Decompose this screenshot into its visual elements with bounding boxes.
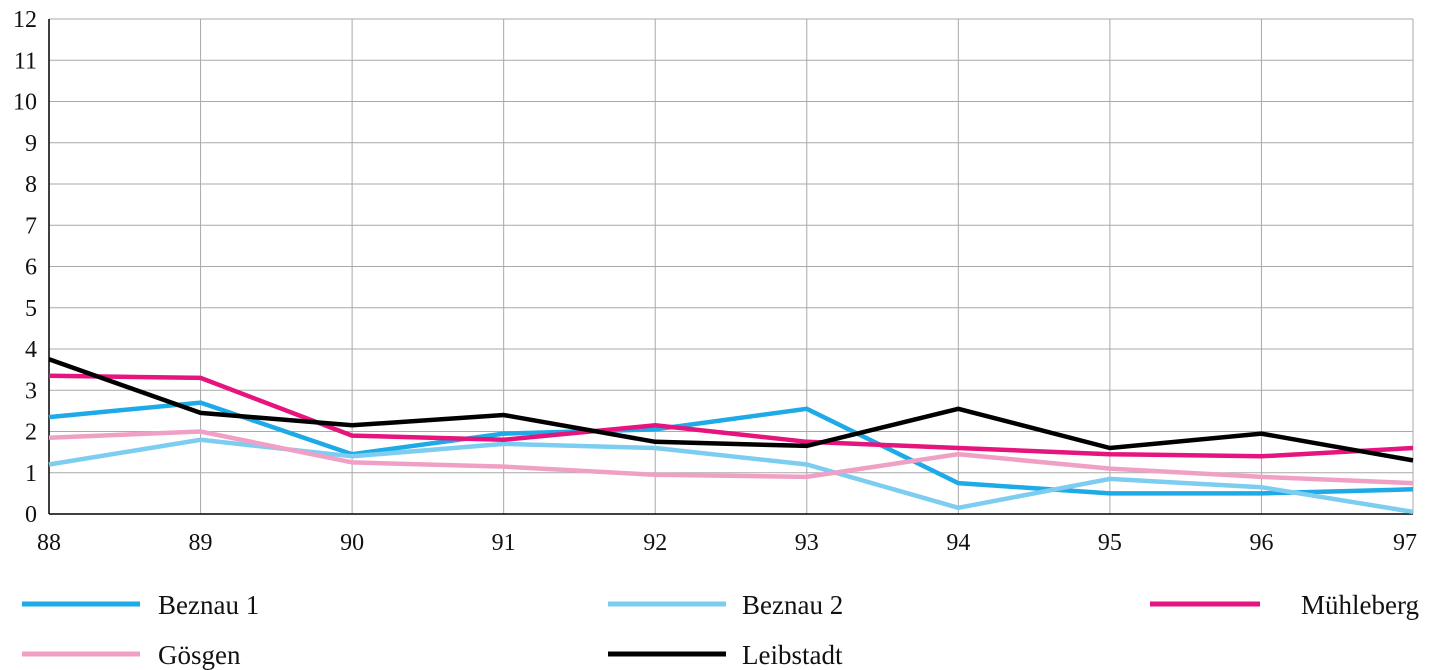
x-tick-label: 90 (340, 530, 364, 556)
y-tick-label: 0 (25, 502, 37, 528)
y-tick-label: 3 (25, 378, 37, 404)
legend: Beznau 1 Beznau 2 Mühleberg Gösgen Leibstadt (22, 590, 1419, 670)
x-tick-label: 96 (1249, 530, 1273, 556)
y-tick-label: 12 (13, 7, 37, 33)
x-tick-label: 94 (946, 530, 970, 556)
axes (48, 19, 1413, 515)
y-tick-label: 1 (25, 461, 37, 487)
series-lines (48, 357, 1414, 515)
x-tick-label: 91 (492, 530, 516, 556)
series-line-beznau-1 (48, 400, 1414, 496)
y-tick-label: 4 (25, 337, 37, 363)
legend-label: Beznau 1 (158, 590, 259, 620)
series-line-m-hleberg (48, 373, 1414, 459)
y-tick-label: 7 (25, 213, 37, 239)
x-tick-label: 97 (1393, 530, 1417, 556)
y-tick-label: 6 (25, 255, 37, 281)
legend-label: Beznau 2 (742, 590, 843, 620)
y-tick-label: 2 (25, 420, 37, 446)
legend-label: Mühleberg (1301, 590, 1419, 620)
x-tick-label: 93 (795, 530, 819, 556)
y-tick-label: 10 (13, 90, 37, 116)
x-tick-label: 95 (1098, 530, 1122, 556)
y-tick-label: 5 (25, 296, 37, 322)
legend-label: Leibstadt (742, 640, 843, 670)
legend-label: Gösgen (158, 640, 241, 670)
x-tick-label: 92 (643, 530, 667, 556)
x-tick-label: 89 (189, 530, 213, 556)
series-line-g-sgen (48, 429, 1414, 486)
y-tick-label: 11 (14, 48, 37, 74)
x-tick-label: 88 (37, 530, 61, 556)
y-tick-label: 9 (25, 131, 37, 157)
grid (49, 18, 1414, 514)
y-tick-label: 8 (25, 172, 37, 198)
series-line-leibstadt (48, 357, 1414, 463)
